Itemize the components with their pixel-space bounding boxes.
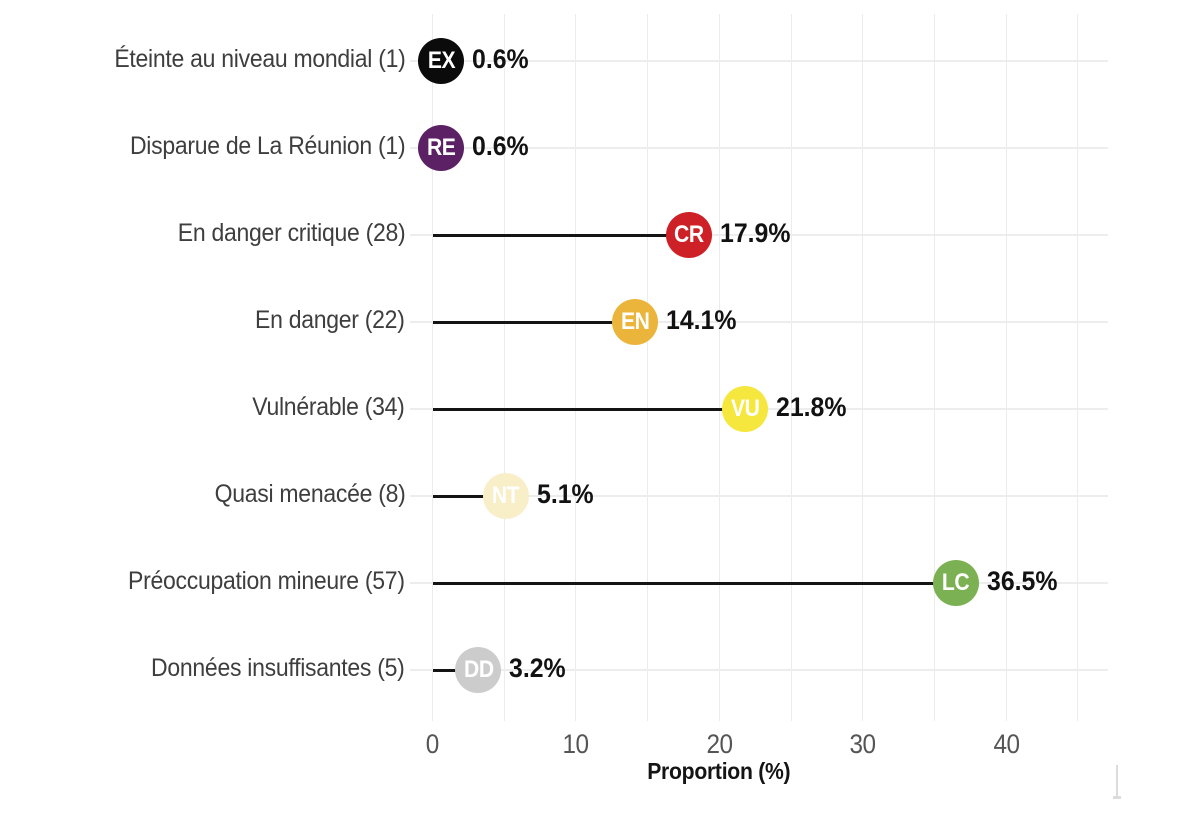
vertical-gridline — [647, 14, 649, 721]
category-label: Vulnérable (34) — [0, 393, 406, 422]
vertical-gridline — [933, 14, 935, 721]
value-label-text: 21.8% — [776, 392, 847, 422]
category-label: Préoccupation mineure (57) — [0, 567, 405, 596]
x-tick-label: 40 — [961, 729, 1051, 760]
x-tick-label-text: 0 — [425, 729, 440, 759]
category-dot-cr: CR — [666, 212, 713, 258]
x-tick-label-text: 10 — [562, 729, 590, 759]
x-tick-label-text: 30 — [849, 729, 877, 759]
category-label: En danger critique (28) — [0, 219, 405, 248]
value-label: 0.6% — [472, 44, 534, 75]
vertical-gridline — [432, 14, 433, 721]
x-tick-label: 20 — [674, 729, 764, 760]
vertical-gridline — [790, 14, 792, 721]
value-label-text: 17.9% — [720, 218, 791, 248]
vertical-gridline — [1005, 14, 1007, 721]
dot-code-text: CR — [674, 221, 704, 248]
value-label: 3.2% — [509, 653, 571, 684]
lollipop-stem — [432, 494, 506, 498]
x-axis-title-text: Proportion (%) — [647, 758, 791, 784]
lollipop-stem — [432, 407, 746, 411]
category-label: En danger (22) — [0, 306, 405, 335]
row-gridline — [410, 60, 1108, 62]
row-gridline — [410, 669, 1108, 671]
category-dot-re: RE — [418, 125, 465, 171]
value-label: 14.1% — [666, 305, 743, 336]
x-tick-label-text: 40 — [993, 729, 1020, 759]
lollipop-stem — [432, 581, 956, 585]
category-label: Disparue de La Réunion (1) — [0, 132, 406, 161]
dot-code-text: DD — [463, 656, 494, 683]
x-tick-label-text: 20 — [706, 729, 733, 759]
category-label-text: En danger critique (28) — [177, 219, 405, 247]
category-dot-vu: VU — [722, 386, 769, 432]
lollipop-stem — [432, 320, 635, 324]
value-label: 17.9% — [720, 218, 797, 249]
value-label: 36.5% — [987, 566, 1064, 597]
value-label-text: 14.1% — [665, 305, 737, 335]
dot-code-text: NT — [491, 482, 520, 509]
row-gridline — [410, 495, 1108, 497]
value-label-text: 0.6% — [472, 44, 529, 74]
category-label-text: Disparue de La Réunion (1) — [129, 132, 406, 160]
row-gridline — [410, 321, 1108, 323]
x-tick-label: 30 — [818, 729, 908, 760]
vertical-gridline — [862, 14, 864, 721]
category-label-text: Vulnérable (34) — [252, 393, 406, 421]
category-label: Quasi menacée (8) — [0, 480, 405, 509]
category-label: Éteinte au niveau mondial (1) — [0, 45, 405, 74]
category-label-text: Données insuffisantes (5) — [151, 654, 405, 682]
category-label-text: Quasi menacée (8) — [214, 480, 405, 508]
category-label-text: Éteinte au niveau mondial (1) — [113, 45, 405, 73]
x-tick-label: 0 — [388, 729, 478, 760]
category-label-text: Préoccupation mineure (57) — [128, 567, 405, 595]
dot-code-text: RE — [426, 134, 456, 161]
x-axis-title: Proportion (%) — [569, 758, 869, 785]
row-gridline — [410, 234, 1108, 236]
category-dot-ex: EX — [418, 38, 465, 84]
lollipop-stem — [432, 233, 690, 237]
value-label: 0.6% — [472, 131, 534, 162]
category-dot-en: EN — [611, 299, 658, 345]
dot-code-text: VU — [730, 395, 760, 422]
row-gridline — [410, 147, 1108, 149]
value-label-text: 5.1% — [536, 479, 594, 509]
dot-code-text: EX — [427, 47, 455, 74]
vertical-gridline — [503, 14, 505, 721]
category-dot-lc: LC — [932, 560, 979, 606]
dot-code-text: EN — [620, 308, 649, 335]
dot-code-text: LC — [942, 569, 970, 596]
category-dot-nt: NT — [482, 473, 529, 519]
category-label-text: En danger (22) — [255, 306, 405, 334]
value-label: 21.8% — [776, 392, 853, 423]
category-label: Données insuffisantes (5) — [0, 654, 405, 683]
vertical-gridline — [718, 14, 720, 721]
scrollbar-artifact-foot[interactable] — [1113, 796, 1121, 799]
vertical-gridline — [575, 14, 577, 721]
x-tick-label: 10 — [531, 729, 621, 760]
category-dot-dd: DD — [455, 647, 502, 693]
value-label-text: 0.6% — [472, 131, 529, 161]
value-label: 5.1% — [537, 479, 599, 510]
vertical-gridline — [1077, 14, 1079, 721]
scrollbar-artifact[interactable] — [1116, 765, 1118, 799]
value-label-text: 3.2% — [509, 653, 566, 683]
value-label-text: 36.5% — [986, 566, 1058, 596]
